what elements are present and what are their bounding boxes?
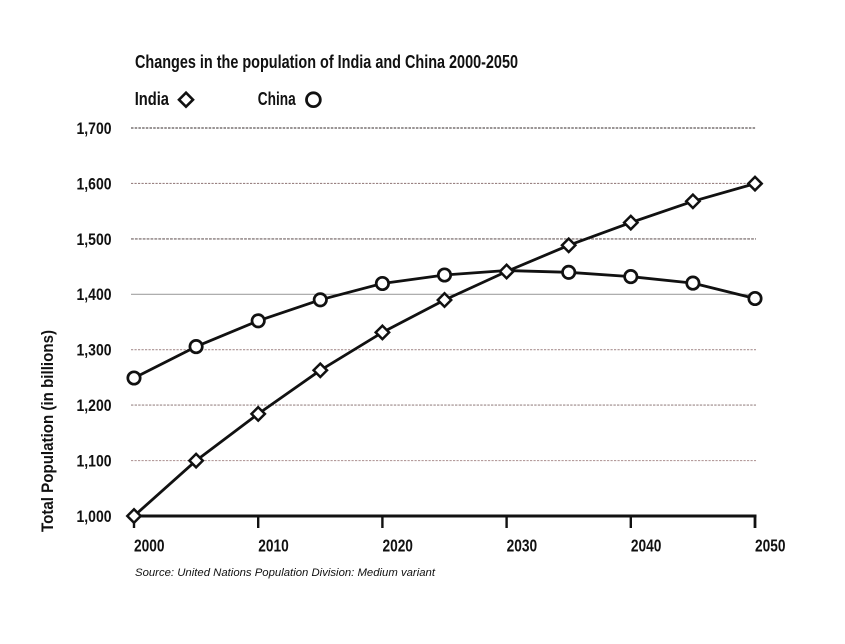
svg-text:2000: 2000	[134, 536, 165, 556]
svg-text:1,600: 1,600	[77, 174, 112, 193]
svg-text:1,400: 1,400	[77, 285, 112, 304]
svg-text:2020: 2020	[382, 536, 413, 556]
svg-text:1,300: 1,300	[77, 341, 112, 360]
svg-text:1,200: 1,200	[77, 396, 112, 415]
svg-text:1,700: 1,700	[77, 119, 112, 138]
svg-text:1,100: 1,100	[77, 452, 112, 471]
svg-text:Changes in the population of I: Changes in the population of India and C…	[135, 52, 518, 72]
svg-text:2010: 2010	[258, 536, 289, 556]
svg-text:2030: 2030	[507, 536, 538, 556]
svg-text:Total Population (in billions): Total Population (in billions)	[39, 330, 57, 532]
svg-text:2040: 2040	[631, 536, 662, 556]
svg-text:1,000: 1,000	[77, 507, 112, 526]
svg-text:India: India	[135, 89, 170, 109]
svg-text:1,500: 1,500	[77, 230, 112, 249]
svg-text:2050: 2050	[755, 536, 786, 556]
svg-text:Source: United Nations Populat: Source: United Nations Population Divisi…	[135, 567, 436, 579]
svg-text:China: China	[258, 89, 297, 109]
